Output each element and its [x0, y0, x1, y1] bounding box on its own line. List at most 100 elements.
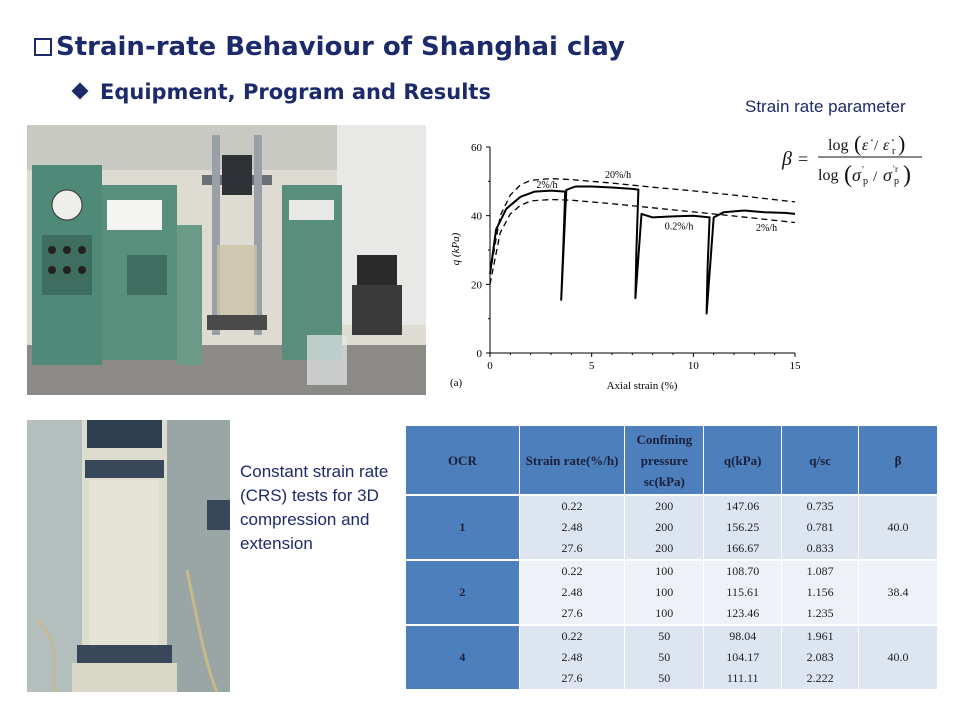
cell-confining-pressure: 200 [624, 494, 705, 517]
table-row: 4 0.22 50 98.04 1.961 40.0 [405, 624, 938, 689]
cell-confining-pressure: 100 [624, 582, 705, 603]
header-ocr: OCR [405, 425, 520, 496]
cell-q-ratio: 2.222 [781, 668, 860, 689]
chart-panel-label: (a) [450, 377, 463, 389]
sample-photo [27, 420, 230, 692]
cell-ocr: 4 [405, 624, 520, 689]
header-q-ratio: q/sc [781, 425, 860, 496]
strain-rate-parameter-label: Strain rate parameter [745, 97, 906, 116]
chart-xlabel: Axial strain (%) [607, 380, 678, 392]
cell-strain-rate: 0.22 [518, 494, 626, 517]
cell-confining-pressure: 200 [624, 517, 705, 538]
chart-axes: 0 5 10 15 0 20 40 60 [471, 142, 801, 372]
cell-q-ratio: 0.781 [781, 517, 860, 538]
chart-series [489, 177, 796, 315]
y-tick-label: 60 [471, 142, 483, 154]
cell-confining-pressure: 100 [624, 559, 705, 582]
series-line-1 [489, 177, 796, 275]
cell-strain-rate: 2.48 [518, 517, 626, 538]
results-table: OCR Strain rate(%/h) Confining pressure … [405, 425, 938, 689]
svg-text:log: log [828, 137, 848, 154]
crs-caption: Constant strain rate (CRS) tests for 3D … [240, 462, 389, 553]
chart-annotation: 20%/h [605, 170, 631, 181]
cell-q: 166.67 [703, 538, 783, 560]
cell-strain-rate: 27.6 [518, 668, 626, 689]
series-line-2 [489, 198, 796, 285]
cell-q: 104.17 [703, 647, 783, 668]
equipment-photo [27, 125, 426, 395]
svg-text:p: p [863, 176, 868, 187]
x-tick-label: 0 [487, 360, 493, 372]
cell-strain-rate: 27.6 [518, 603, 626, 625]
header-strain-rate: Strain rate(%/h) [518, 425, 626, 496]
svg-text:r: r [892, 146, 896, 157]
table-row: 27.6 50 111.11 2.222 [406, 668, 938, 689]
svg-text:/: / [873, 169, 878, 185]
svg-text:′: ′ [862, 165, 864, 176]
diamond-bullet-icon [71, 82, 89, 100]
cell-strain-rate: 2.48 [518, 582, 626, 603]
x-tick-label: 5 [589, 360, 595, 372]
cell-q: 111.11 [703, 668, 783, 689]
header-beta: β [858, 425, 938, 496]
table-row: 2 0.22 100 108.70 1.087 38.4 [405, 559, 938, 625]
cell-q-ratio: 0.735 [781, 494, 860, 517]
cell-confining-pressure: 50 [624, 647, 705, 668]
cell-confining-pressure: 200 [624, 538, 705, 560]
cell-confining-pressure: 50 [624, 624, 705, 647]
chart-ylabel: q (kPa) [450, 232, 462, 265]
x-tick-label: 10 [688, 360, 700, 372]
series-line-0 [489, 185, 796, 315]
cell-q: 108.70 [703, 559, 783, 582]
cell-q-ratio: 2.083 [781, 647, 860, 668]
cell-q-ratio: 1.087 [781, 559, 860, 582]
header-q: q(kPa) [703, 425, 783, 496]
svg-text:β: β [781, 148, 792, 170]
chart-annotation: 2%/h [536, 180, 557, 191]
slide-subtitle: Equipment, Program and Results [71, 80, 491, 104]
svg-text:p: p [894, 176, 899, 187]
cell-strain-rate: 2.48 [518, 647, 626, 668]
svg-text:′r: ′r [893, 164, 898, 174]
chart-annotation: 2%/h [756, 223, 777, 234]
slide-title: Strain-rate Behaviour of Shanghai clay [34, 32, 625, 62]
cell-ocr: 1 [405, 494, 520, 560]
cell-beta: 40.0 [858, 624, 938, 689]
x-tick-label: 15 [790, 360, 802, 372]
svg-text:): ) [898, 131, 905, 156]
svg-text:σ: σ [883, 165, 893, 185]
cell-beta: 38.4 [858, 559, 938, 625]
cell-confining-pressure: 100 [624, 603, 705, 625]
table-row: 2.48 100 115.61 1.156 [406, 582, 938, 603]
cell-q-ratio: 1.156 [781, 582, 860, 603]
table-row: 27.6 200 166.67 0.833 [406, 538, 938, 560]
svg-text:ε̇: ε̇ [862, 137, 873, 154]
cell-strain-rate: 0.22 [518, 624, 626, 647]
svg-text:σ: σ [852, 165, 862, 185]
cell-q-ratio: 0.833 [781, 538, 860, 560]
cell-q: 115.61 [703, 582, 783, 603]
slide-title-text: Strain-rate Behaviour of Shanghai clay [56, 32, 625, 62]
table-row: 2.48 200 156.25 0.781 [406, 517, 938, 538]
cell-strain-rate: 0.22 [518, 559, 626, 582]
cell-q: 147.06 [703, 494, 783, 517]
table-row: 2.48 50 104.17 2.083 [406, 647, 938, 668]
cell-beta: 40.0 [858, 494, 938, 560]
y-tick-label: 20 [471, 279, 483, 291]
svg-text:/: / [874, 138, 879, 154]
chart-annotation: 0.2%/h [665, 221, 694, 232]
strain-rate-chart: 0 5 10 15 0 20 40 60 2%/h 20%/h 0.2%/h 2%/h Axial … [450, 142, 801, 392]
cell-q: 123.46 [703, 603, 783, 625]
svg-text:=: = [798, 149, 808, 169]
checkbox-bullet-icon [34, 38, 52, 56]
chart-annotations: 2%/h 20%/h 0.2%/h 2%/h [536, 170, 777, 234]
header-confining-pressure: Confining pressure sc(kPa) [624, 425, 705, 496]
table-body: 1 0.22 200 147.06 0.735 40.0 2.48 200 156.25 0.78… [405, 494, 938, 689]
y-tick-label: 40 [471, 211, 483, 223]
beta-formula: β = log ( ε̇ / ε̇ r ) log ( σ ′ p / σ ′r… [781, 131, 922, 188]
svg-text:log: log [818, 167, 838, 184]
svg-text:): ) [903, 162, 911, 188]
cell-q: 156.25 [703, 517, 783, 538]
cell-confining-pressure: 50 [624, 668, 705, 689]
cell-q-ratio: 1.235 [781, 603, 860, 625]
